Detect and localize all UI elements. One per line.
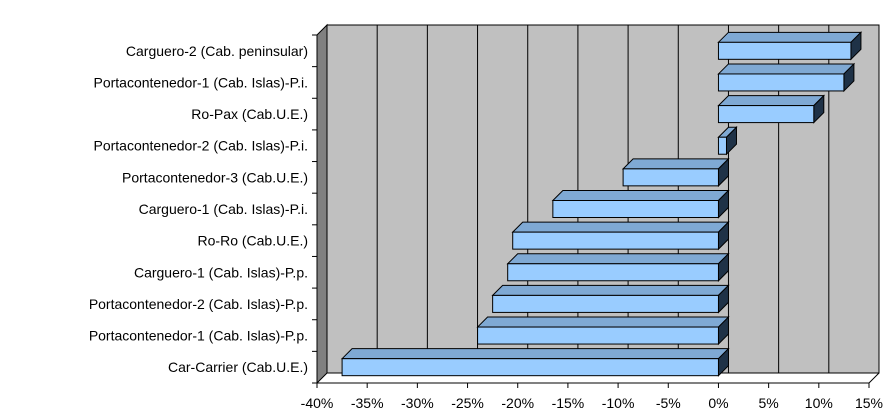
y-category-label: Portacontenedor-2 (Cab. Islas)-P.i. — [93, 138, 308, 154]
bar — [718, 74, 843, 91]
side-wall — [317, 25, 327, 383]
bar — [342, 359, 718, 376]
y-category-label: Carguero-2 (Cab. peninsular) — [126, 43, 308, 59]
x-tick-label: 15% — [855, 395, 883, 411]
bar — [718, 137, 726, 154]
bar-top — [508, 254, 729, 264]
bar — [553, 201, 719, 218]
x-tick-label: -35% — [351, 395, 384, 411]
bar-top — [718, 64, 853, 74]
bar-top — [623, 159, 728, 169]
x-tick-label: -30% — [401, 395, 434, 411]
y-category-label: Portacontenedor-3 (Cab.U.E.) — [122, 169, 308, 185]
x-tick-label: -40% — [301, 395, 334, 411]
x-tick-label: -5% — [656, 395, 681, 411]
x-tick-label: 5% — [759, 395, 779, 411]
bar — [493, 295, 719, 312]
bar — [718, 42, 850, 59]
bar — [623, 169, 718, 186]
y-category-label: Portacontenedor-1 (Cab. Islas)-P.p. — [89, 328, 308, 344]
y-category-label: Portacontenedor-1 (Cab. Islas)-P.i. — [93, 74, 308, 90]
bar-top — [718, 96, 823, 106]
bar-top — [342, 349, 728, 359]
x-tick-label: 0% — [708, 395, 728, 411]
y-category-label: Carguero-1 (Cab. Islas)-P.i. — [139, 201, 308, 217]
x-tick-label: -25% — [451, 395, 484, 411]
bar — [478, 327, 719, 344]
x-tick-label: 10% — [805, 395, 833, 411]
y-category-label: Portacontenedor-2 (Cab. Islas)-P.p. — [89, 296, 308, 312]
bar-top — [493, 285, 729, 295]
floor-right-edge — [869, 373, 879, 383]
y-category-label: Ro-Pax (Cab.U.E.) — [191, 106, 308, 122]
y-category-label: Car-Carrier (Cab.U.E.) — [168, 359, 308, 375]
y-category-label: Ro-Ro (Cab.U.E.) — [198, 233, 308, 249]
y-category-label: Carguero-1 (Cab. Islas)-P.p. — [134, 264, 308, 280]
bar-top — [478, 317, 729, 327]
x-tick-label: -10% — [602, 395, 635, 411]
bar-top — [513, 222, 729, 232]
x-tick-label: -20% — [501, 395, 534, 411]
bar-top — [718, 32, 860, 42]
bar — [513, 232, 719, 249]
bar — [718, 106, 813, 123]
bar-top — [553, 191, 729, 201]
x-tick-label: -15% — [552, 395, 585, 411]
bar — [508, 264, 719, 281]
